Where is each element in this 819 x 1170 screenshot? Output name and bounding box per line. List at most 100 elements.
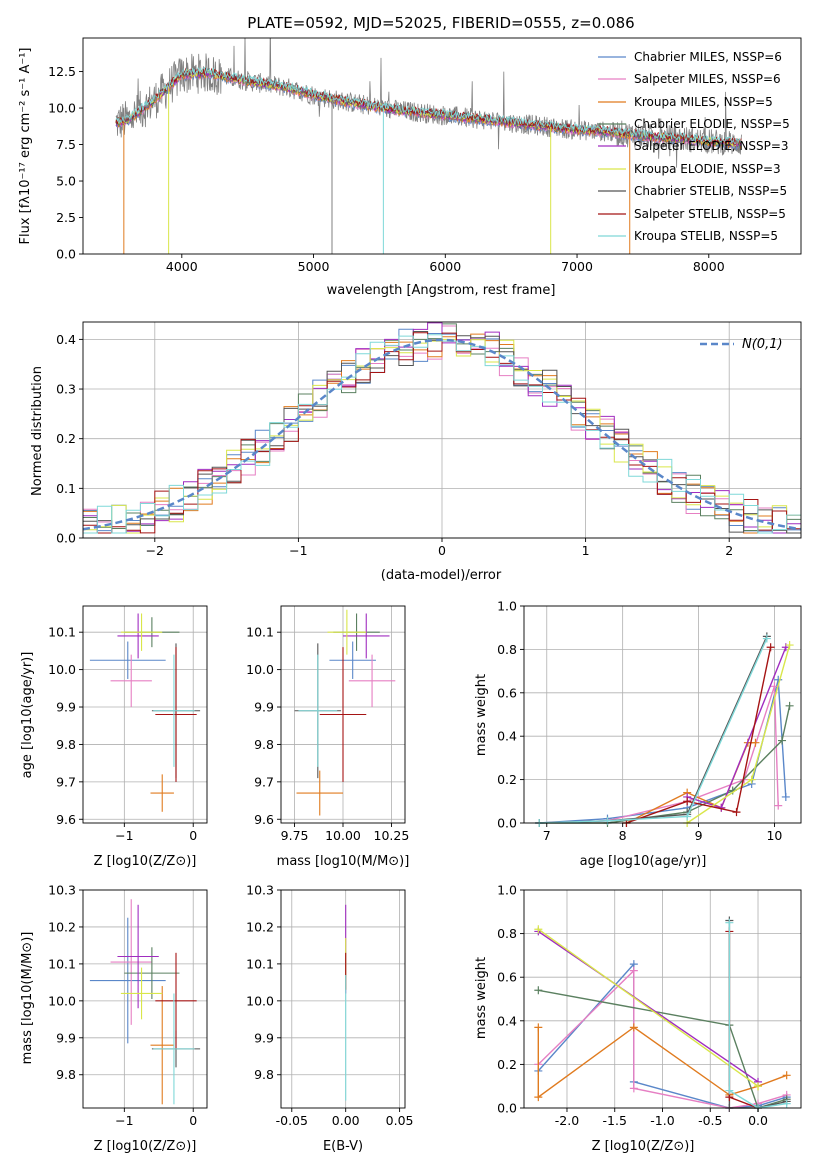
error-bar-point bbox=[348, 654, 396, 708]
x-tick-label: 10.00 bbox=[325, 828, 361, 843]
error-bar-point bbox=[329, 641, 376, 679]
error-bar-point bbox=[298, 654, 338, 767]
weight-marker bbox=[534, 925, 543, 934]
legend-label: Kroupa ELODIE, NSSP=3 bbox=[634, 162, 781, 176]
y-tick-label: 0.6 bbox=[497, 685, 517, 700]
weight-series bbox=[534, 925, 763, 1091]
y-tick-label: 10.2 bbox=[48, 919, 76, 934]
y-tick-label: 10.0 bbox=[48, 662, 76, 677]
y-tick-label: 1.0 bbox=[497, 883, 517, 898]
y-tick-label: 9.8 bbox=[254, 737, 274, 752]
weight-z-xlabel: Z [log10(Z/Z⊙)] bbox=[592, 1139, 695, 1154]
model-spectrum bbox=[115, 66, 742, 145]
age-mass-xlabel: mass [log10(M/M⊙)] bbox=[277, 854, 410, 869]
legend-entry: Salpeter ELODIE, NSSP=3 bbox=[598, 139, 789, 153]
error-bar-point bbox=[117, 613, 159, 659]
weight-marker bbox=[781, 792, 790, 801]
y-tick-label: 0.4 bbox=[497, 1013, 517, 1028]
residual-histogram bbox=[83, 334, 801, 538]
residual-legend: N(0,1) bbox=[700, 337, 783, 352]
mass-ebv-xlabel: E(B-V) bbox=[323, 1139, 363, 1154]
error-bar-point bbox=[319, 647, 367, 782]
y-tick-label: 0.0 bbox=[497, 1101, 517, 1116]
y-tick-label: 1.0 bbox=[497, 599, 517, 614]
residual-xlabel: (data-model)/error bbox=[381, 568, 502, 583]
legend-entry: Chabrier MILES, NSSP=6 bbox=[598, 50, 782, 64]
x-tick-label: 8000 bbox=[693, 259, 725, 274]
y-tick-label: 10.2 bbox=[246, 919, 274, 934]
error-bar-point bbox=[150, 986, 174, 1105]
age-z-xlabel: Z [log10(Z/Z⊙)] bbox=[94, 854, 197, 869]
x-tick-label: −1 bbox=[115, 1113, 133, 1128]
y-tick-label: 9.9 bbox=[254, 1030, 274, 1045]
y-tick-label: 0.3 bbox=[56, 382, 76, 397]
x-tick-label: 0 bbox=[189, 828, 197, 843]
x-tick-label: 0.05 bbox=[386, 1113, 414, 1128]
legend-entry: Kroupa STELIB, NSSP=5 bbox=[598, 229, 778, 243]
y-tick-label: 9.7 bbox=[254, 774, 274, 789]
weight-marker bbox=[629, 1023, 638, 1032]
axes-frame bbox=[82, 605, 208, 824]
weight-marker bbox=[534, 1093, 543, 1102]
error-bar-point bbox=[327, 609, 367, 655]
normal-reference-curve bbox=[83, 338, 801, 531]
age-z-ylabel: age [log10(age/yr)] bbox=[20, 652, 35, 779]
legend-label: Salpeter MILES, NSSP=6 bbox=[634, 72, 781, 86]
y-tick-label: 10.1 bbox=[48, 625, 76, 640]
y-tick-label: 0.2 bbox=[56, 431, 76, 446]
spectrum-title: PLATE=0592, MJD=52025, FIBERID=0555, z=0… bbox=[247, 14, 634, 32]
legend-label: Chabrier ELODIE, NSSP=5 bbox=[634, 117, 790, 131]
y-tick-label: 9.6 bbox=[254, 812, 274, 827]
error-bar-point bbox=[153, 654, 195, 767]
error-bar-point bbox=[110, 654, 152, 708]
x-tick-label: 0.0 bbox=[748, 1113, 768, 1128]
x-tick-label: −2 bbox=[146, 543, 164, 558]
y-tick-label: 10.3 bbox=[48, 883, 76, 898]
weight-age-ylabel: mass weight bbox=[474, 674, 489, 756]
legend-label: Salpeter STELIB, NSSP=5 bbox=[634, 207, 786, 221]
y-tick-label: 0.6 bbox=[497, 970, 517, 985]
y-tick-label: 10.0 bbox=[246, 993, 274, 1008]
x-tick-label: -1.0 bbox=[650, 1113, 674, 1128]
weight-marker bbox=[782, 1099, 791, 1108]
error-bar-point bbox=[155, 952, 197, 1049]
weight-marker bbox=[762, 634, 771, 643]
x-tick-label: 4000 bbox=[166, 259, 198, 274]
error-bar-point bbox=[124, 947, 180, 999]
x-tick-label: 1 bbox=[582, 543, 590, 558]
x-tick-label: −1 bbox=[289, 543, 307, 558]
legend-label: Kroupa MILES, NSSP=5 bbox=[634, 95, 773, 109]
weight-marker bbox=[754, 1082, 763, 1091]
y-tick-label: 9.9 bbox=[56, 700, 76, 715]
y-tick-label: 9.8 bbox=[56, 737, 76, 752]
legend-entry: Chabrier ELODIE, NSSP=5 bbox=[598, 117, 790, 131]
residual-histograms bbox=[83, 322, 801, 538]
legend-entry: Salpeter STELIB, NSSP=5 bbox=[598, 207, 786, 221]
spectrum-legend: Chabrier MILES, NSSP=6 Salpeter MILES, N… bbox=[598, 50, 790, 243]
axes-frame bbox=[82, 889, 208, 1109]
legend-entry: Salpeter MILES, NSSP=6 bbox=[598, 72, 781, 86]
residual-histogram bbox=[83, 332, 801, 538]
weight-marker bbox=[770, 682, 779, 691]
y-tick-label: 5.0 bbox=[56, 174, 76, 189]
y-tick-label: 2.5 bbox=[56, 210, 76, 225]
axes-frame bbox=[82, 37, 802, 255]
legend-label: Chabrier STELIB, NSSP=5 bbox=[634, 184, 787, 198]
x-tick-label: 10 bbox=[766, 828, 782, 843]
weight-marker bbox=[629, 1084, 638, 1093]
legend-label: Kroupa STELIB, NSSP=5 bbox=[634, 229, 778, 243]
x-tick-label: −1 bbox=[115, 828, 133, 843]
error-bar-point bbox=[150, 774, 174, 812]
error-bar-point bbox=[110, 899, 152, 1025]
error-bar-point bbox=[120, 613, 163, 651]
y-tick-label: 10.1 bbox=[48, 956, 76, 971]
y-tick-label: 0.0 bbox=[56, 531, 76, 546]
weight-marker bbox=[725, 1086, 734, 1095]
x-tick-label: -2.0 bbox=[555, 1113, 579, 1128]
y-tick-label: 9.7 bbox=[56, 774, 76, 789]
x-tick-label: 7 bbox=[543, 828, 551, 843]
weight-marker bbox=[751, 738, 760, 747]
y-tick-label: 9.9 bbox=[56, 1030, 76, 1045]
spectrum-lines bbox=[115, 38, 742, 254]
